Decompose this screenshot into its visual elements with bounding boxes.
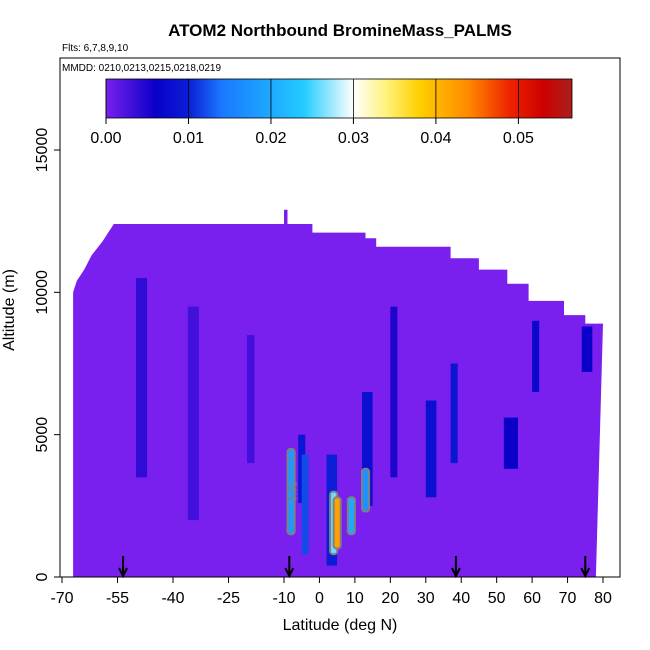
x-tick-label: 70 [559, 590, 577, 607]
x-tick-label: -55 [106, 590, 129, 607]
y-tick-label: 5000 [34, 417, 51, 453]
x-tick-label: 50 [488, 590, 506, 607]
concentration-patch [187, 306, 199, 521]
chart-subtitle-flights: Flts: 6,7,8,9,10 [62, 43, 129, 54]
concentration-patch [247, 335, 255, 464]
flight-marker-arrowhead [284, 567, 295, 579]
plume-cell [286, 447, 296, 536]
plot-area: 0.01 [73, 209, 604, 579]
data-field [73, 209, 604, 578]
colorbar-tick-label: 0.03 [338, 130, 369, 147]
x-tick-label: -25 [217, 590, 240, 607]
colorbar-tick-label: 0.01 [173, 130, 204, 147]
concentration-patch [362, 392, 373, 506]
x-axis: -70 -55 -40 -25 -10 0 10 20 30 40 50 60 70 80 [50, 576, 612, 607]
x-tick-label: 80 [594, 590, 612, 607]
flight-marker-arrowhead [451, 567, 461, 579]
concentration-patch [425, 400, 437, 498]
concentration-patch [581, 326, 593, 372]
colorbar: 0.00 0.01 0.02 0.03 0.04 0.05 [90, 78, 573, 147]
x-tick-label: -40 [161, 590, 184, 607]
chart-title: ATOM2 Northbound BromineMass_PALMS [168, 21, 512, 40]
plume-cell [361, 467, 371, 513]
chart-subtitle-dates: MMDD: 0210,0213,0215,0218,0219 [62, 63, 221, 74]
x-axis-label: Latitude (deg N) [283, 617, 398, 634]
colorbar-tick-label: 0.05 [503, 130, 534, 147]
x-tick-label: 60 [523, 590, 541, 607]
y-axis-label: Altitude (m) [1, 269, 18, 351]
x-tick-label: -70 [50, 590, 73, 607]
colorbar-tick-label: 0.00 [90, 130, 121, 147]
x-tick-label: 30 [417, 590, 435, 607]
concentration-patch [532, 320, 540, 392]
flight-marker-arrowhead [580, 567, 591, 579]
x-tick-label: -10 [272, 590, 295, 607]
y-tick-label: 15000 [34, 128, 51, 173]
colorbar-tick-label: 0.04 [420, 130, 451, 147]
y-axis: 0 5000 10000 15000 [34, 128, 61, 581]
colorbar-gradient [105, 78, 573, 119]
concentration-patch [450, 363, 458, 464]
x-tick-label: 0 [315, 590, 324, 607]
colorbar-tick-label: 0.02 [255, 130, 286, 147]
plume-cell [346, 496, 356, 536]
concentration-patch [136, 278, 148, 478]
concentration-patch [503, 417, 518, 469]
flight-marker-arrowhead [118, 567, 128, 579]
x-tick-label: 20 [381, 590, 399, 607]
concentration-patch [390, 306, 398, 478]
contour-label: 0.01 [289, 481, 300, 501]
plume-cell [332, 496, 342, 550]
y-tick-label: 0 [34, 572, 51, 581]
concentration-patch [301, 454, 309, 555]
x-tick-label: 40 [452, 590, 470, 607]
y-tick-label: 10000 [34, 270, 51, 315]
x-tick-label: 10 [346, 590, 364, 607]
